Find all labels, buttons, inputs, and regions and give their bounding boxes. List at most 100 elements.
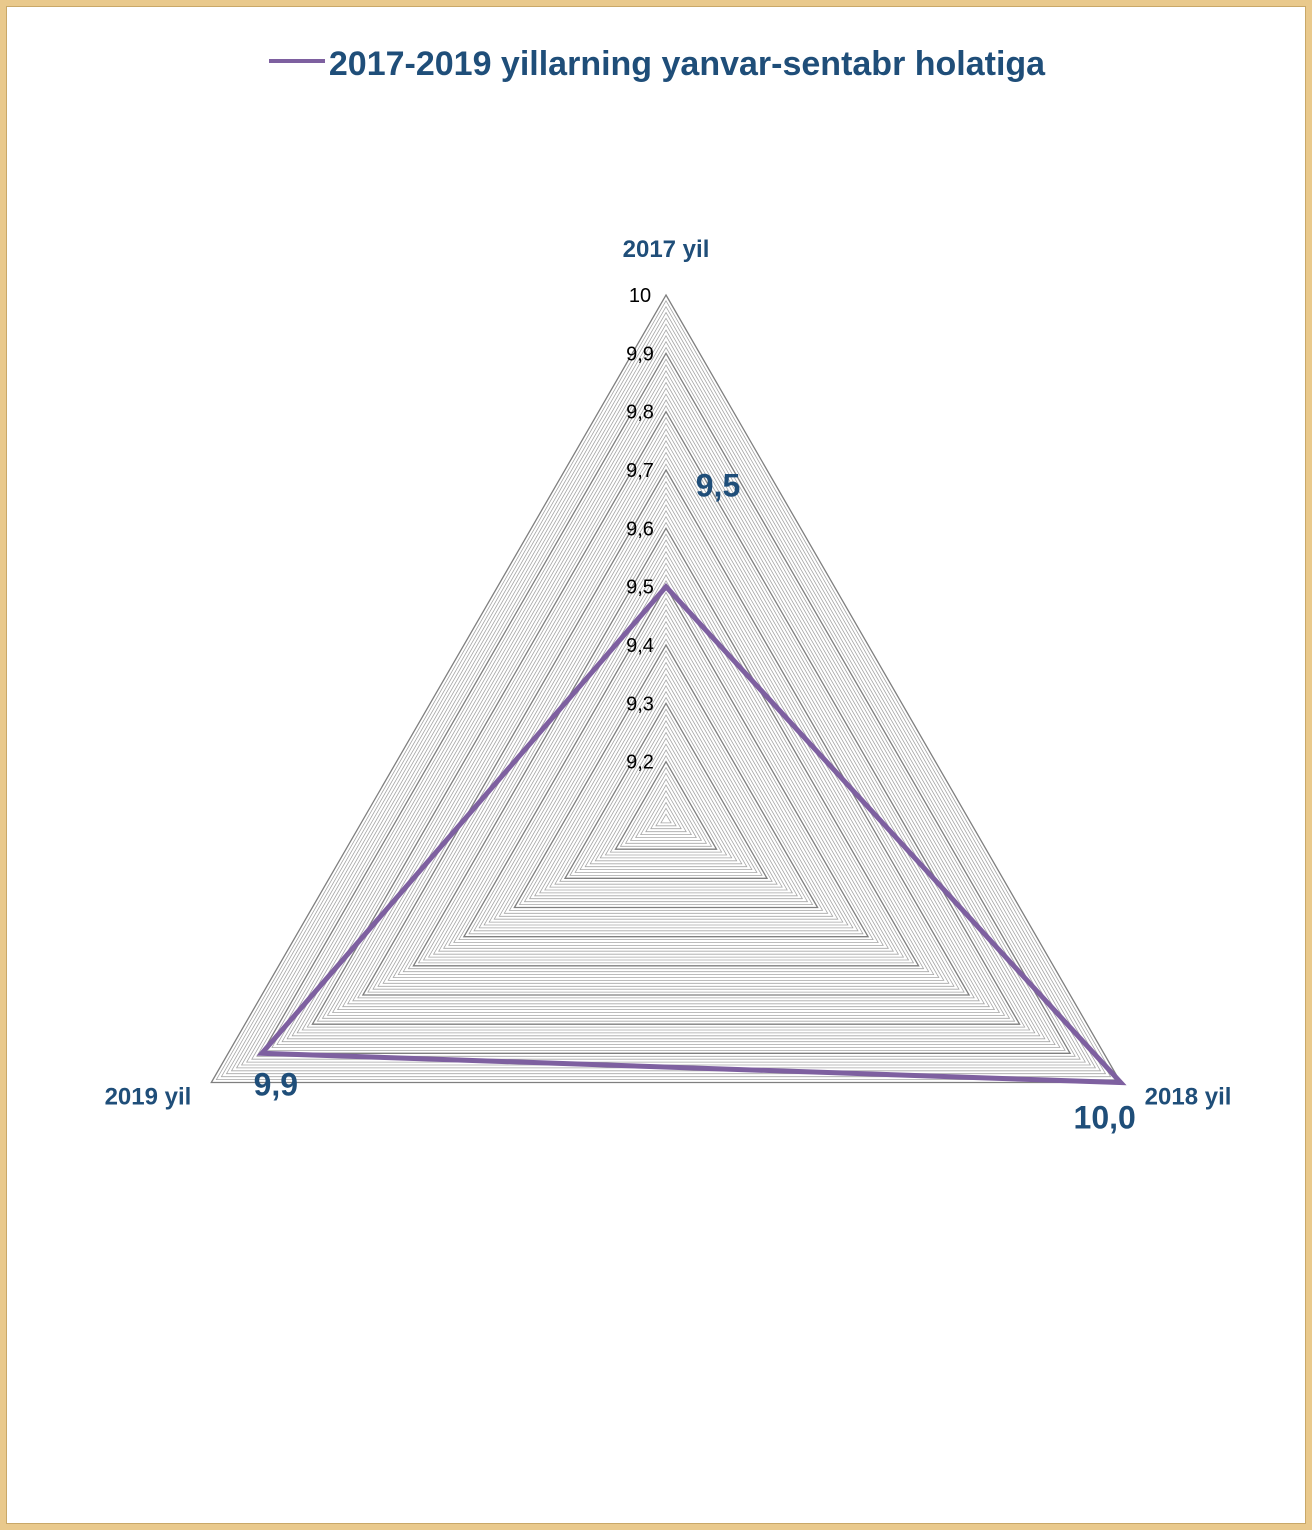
gridline-minor — [569, 708, 763, 876]
r-tick-label: 9,7 — [626, 460, 654, 482]
gridline-minor — [640, 790, 692, 835]
gridline-minor — [296, 393, 1036, 1034]
gridline-minor — [271, 364, 1061, 1048]
r-tick-label: 9,5 — [626, 577, 654, 599]
gridline-minor — [357, 463, 975, 999]
gridline-minor — [635, 784, 697, 838]
gridline-minor — [498, 626, 834, 917]
gridline-minor — [655, 807, 677, 827]
gridline-minor — [559, 696, 773, 882]
gridline-minor — [539, 673, 793, 894]
gridline-minor — [554, 690, 778, 885]
gridline-minor — [352, 457, 980, 1002]
gridline-minor — [443, 562, 889, 949]
gridline-minor — [503, 632, 829, 914]
category-label: 2018 yil — [1145, 1084, 1232, 1111]
gridline-major — [563, 701, 769, 879]
gridline-major — [462, 585, 870, 938]
gridline-minor — [438, 556, 894, 952]
r-tick-label: 9,6 — [626, 518, 654, 540]
gridline-minor — [256, 346, 1076, 1057]
gridline-major — [311, 410, 1021, 1025]
data-label: 9,9 — [254, 1066, 298, 1102]
gridline-minor — [306, 404, 1026, 1028]
category-label: 2019 yil — [105, 1084, 192, 1111]
gridline-minor — [286, 381, 1046, 1040]
gridline-minor — [246, 334, 1086, 1063]
gridline-minor — [629, 778, 703, 841]
gridline-minor — [579, 719, 753, 870]
gridline-minor — [594, 737, 738, 862]
gridline-minor — [589, 731, 743, 865]
gridline-minor — [326, 428, 1006, 1016]
r-tick-label: 10 — [629, 285, 651, 307]
gridline-minor — [427, 544, 905, 958]
legend-swatch — [268, 58, 325, 63]
gridline-minor — [342, 445, 990, 1008]
gridline-minor — [508, 638, 824, 911]
gridline-minor — [301, 399, 1031, 1031]
gridline-minor — [291, 387, 1041, 1037]
gridline-minor — [281, 375, 1051, 1043]
data-label: 10,0 — [1074, 1100, 1136, 1136]
gridline-minor — [220, 305, 1112, 1078]
gridline-major — [210, 293, 1122, 1084]
gridline-minor — [478, 603, 854, 929]
gridline-minor — [407, 521, 925, 970]
gridline-minor — [528, 661, 804, 900]
gridline-minor — [417, 533, 915, 964]
gridline-minor — [483, 609, 849, 926]
gridline-minor — [604, 749, 728, 856]
gridline-minor — [584, 725, 748, 868]
gridline-minor — [402, 515, 930, 973]
gridline-minor — [650, 801, 682, 830]
gridline-major — [614, 760, 718, 850]
gridline-minor — [448, 568, 884, 946]
r-tick-label: 9,9 — [626, 343, 654, 365]
r-tick-label: 9,2 — [626, 752, 654, 774]
gridline-major — [412, 527, 920, 967]
gridline-minor — [609, 755, 723, 853]
gridline-minor — [367, 475, 965, 993]
gridline-major — [260, 351, 1072, 1054]
gridline-minor — [331, 434, 1001, 1013]
r-tick-label: 9,8 — [626, 402, 654, 424]
gridline-minor — [225, 311, 1107, 1075]
gridline-minor — [518, 649, 814, 905]
gridline-major — [513, 643, 819, 909]
gridline-minor — [215, 299, 1117, 1080]
gridline-minor — [534, 667, 798, 897]
gridline-minor — [488, 614, 844, 923]
gridline-minor — [458, 579, 874, 940]
gridline-minor — [432, 550, 900, 955]
gridline-minor — [660, 813, 672, 824]
gridline-minor — [453, 574, 879, 943]
gridline-minor — [619, 766, 713, 847]
gridline-minor — [372, 480, 960, 990]
series-line — [256, 582, 1127, 1086]
gridline-minor — [316, 416, 1016, 1022]
gridline-minor — [645, 795, 687, 833]
gridline-minor — [266, 358, 1066, 1051]
gridline-major — [361, 468, 971, 996]
r-tick-label: 9,3 — [626, 693, 654, 715]
gridline-minor — [544, 679, 788, 891]
gridline-minor — [276, 369, 1056, 1045]
legend: 2017-2019 yillarning yanvar-sentabr hola… — [7, 45, 1307, 84]
gridline-minor — [321, 422, 1011, 1019]
gridline-minor — [347, 451, 985, 1005]
gridline-minor — [336, 439, 996, 1010]
gridline-minor — [549, 684, 783, 888]
gridline-minor — [574, 714, 758, 873]
gridline-minor — [251, 340, 1081, 1060]
legend-label: 2017-2019 yillarning yanvar-sentabr hola… — [328, 45, 1046, 83]
gridline-minor — [523, 655, 809, 903]
gridline-minor — [493, 620, 839, 920]
gridline-minor — [468, 591, 864, 935]
chart-frame: 2017-2019 yillarning yanvar-sentabr hola… — [6, 6, 1306, 1524]
category-label: 2017 yil — [623, 236, 710, 263]
data-label: 9,5 — [696, 468, 740, 504]
r-tick-label: 9,4 — [626, 635, 654, 657]
gridline-minor — [377, 486, 955, 987]
